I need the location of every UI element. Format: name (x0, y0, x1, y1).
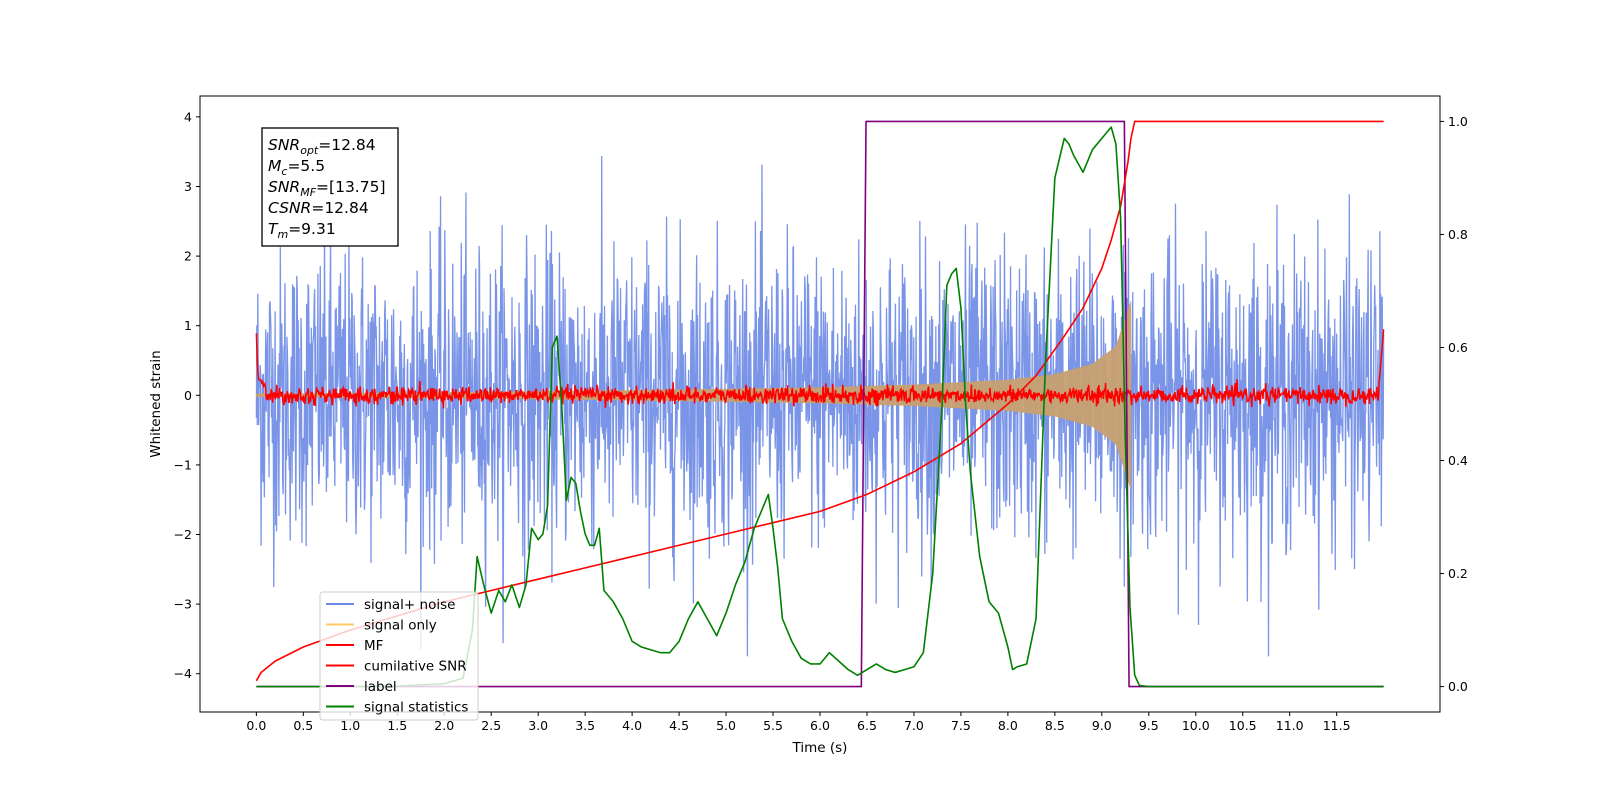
x-tick-label: 0.5 (293, 718, 313, 733)
info-line: Tm=9.31 (268, 220, 336, 241)
x-tick-label: 9.5 (1139, 718, 1159, 733)
info-subscript: MF (300, 186, 316, 199)
x-tick-label: 3.5 (575, 718, 595, 733)
y2-tick-label: 0.0 (1448, 679, 1468, 694)
y-tick-label: 0 (184, 388, 192, 403)
y2-tick-label: 0.6 (1448, 340, 1468, 355)
legend-box (319, 591, 479, 721)
y-tick-label: 1 (184, 318, 192, 333)
x-tick-label: 7.5 (951, 718, 971, 733)
info-var: CSNR (268, 199, 311, 217)
y-tick-label: −1 (174, 457, 192, 472)
info-var: SNR (268, 136, 300, 154)
info-box (261, 127, 399, 247)
y-tick-label: −4 (174, 666, 192, 681)
y-tick-label: −2 (174, 527, 192, 542)
x-tick-label: 1.5 (387, 718, 407, 733)
x-tick-label: 6.5 (857, 718, 877, 733)
x-tick-label: 8.0 (998, 718, 1018, 733)
info-line: SNRMF=[13.75] (268, 178, 386, 199)
info-var: M (268, 157, 281, 175)
y-tick-label: −3 (174, 597, 192, 612)
x-tick-label: 11.5 (1323, 718, 1351, 733)
x-tick-label: 4.0 (622, 718, 642, 733)
y2-tick-label: 0.2 (1448, 566, 1468, 581)
info-subscript: c (281, 165, 287, 178)
info-line: CSNR=12.84 (268, 199, 369, 217)
info-var: T (268, 220, 279, 238)
info-line: Mc=5.5 (268, 157, 325, 178)
x-tick-label: 1.0 (340, 718, 360, 733)
info-subscript: m (277, 228, 288, 241)
x-tick-label: 7.0 (904, 718, 924, 733)
series-line-mf (255, 329, 1385, 409)
x-axis-label: Time (s) (792, 740, 848, 756)
info-value: =[13.75] (316, 178, 385, 196)
y2-tick-label: 0.4 (1448, 453, 1468, 468)
info-var: SNR (268, 178, 300, 196)
series-line-signal-statistics (256, 126, 1384, 688)
x-tick-label: 6.0 (810, 718, 830, 733)
legend-label-label: label (364, 679, 397, 695)
x-tick-label: 0.0 (246, 718, 266, 733)
x-tick-label: 10.5 (1229, 718, 1257, 733)
x-tick-label: 11.0 (1276, 718, 1304, 733)
x-tick-label: 8.5 (1045, 718, 1065, 733)
y-tick-label: 4 (184, 109, 192, 124)
info-line: SNRopt=12.84 (268, 136, 376, 157)
info-value: =12.84 (311, 199, 368, 217)
y2-tick-label: 0.8 (1448, 227, 1468, 242)
x-tick-label: 5.0 (716, 718, 736, 733)
info-value: =9.31 (288, 220, 336, 238)
x-tick-label: 3.0 (528, 718, 548, 733)
info-subscript: opt (300, 144, 319, 157)
x-tick-label: 9.0 (1092, 718, 1112, 733)
x-tick-label: 5.5 (763, 718, 783, 733)
info-value: =5.5 (287, 157, 325, 175)
legend-label-cumilative-snr: cumilative SNR (364, 659, 467, 675)
x-tick-label: 2.5 (481, 718, 501, 733)
y-axis-label: Whitened strain (148, 350, 164, 457)
y-tick-label: 3 (184, 179, 192, 194)
y2-tick-label: 1.0 (1448, 114, 1468, 129)
y-tick-label: 2 (184, 249, 192, 264)
legend-label-signal-only: signal only (364, 618, 437, 634)
legend-label-signal-noise: signal+ noise (364, 597, 455, 613)
x-tick-label: 2.0 (434, 718, 454, 733)
x-tick-label: 4.5 (669, 718, 689, 733)
info-value: =12.84 (318, 136, 375, 154)
legend-label-signal-statistics: signal statistics (364, 700, 468, 716)
x-tick-label: 10.0 (1182, 718, 1210, 733)
legend-label-mf: MF (364, 638, 383, 654)
